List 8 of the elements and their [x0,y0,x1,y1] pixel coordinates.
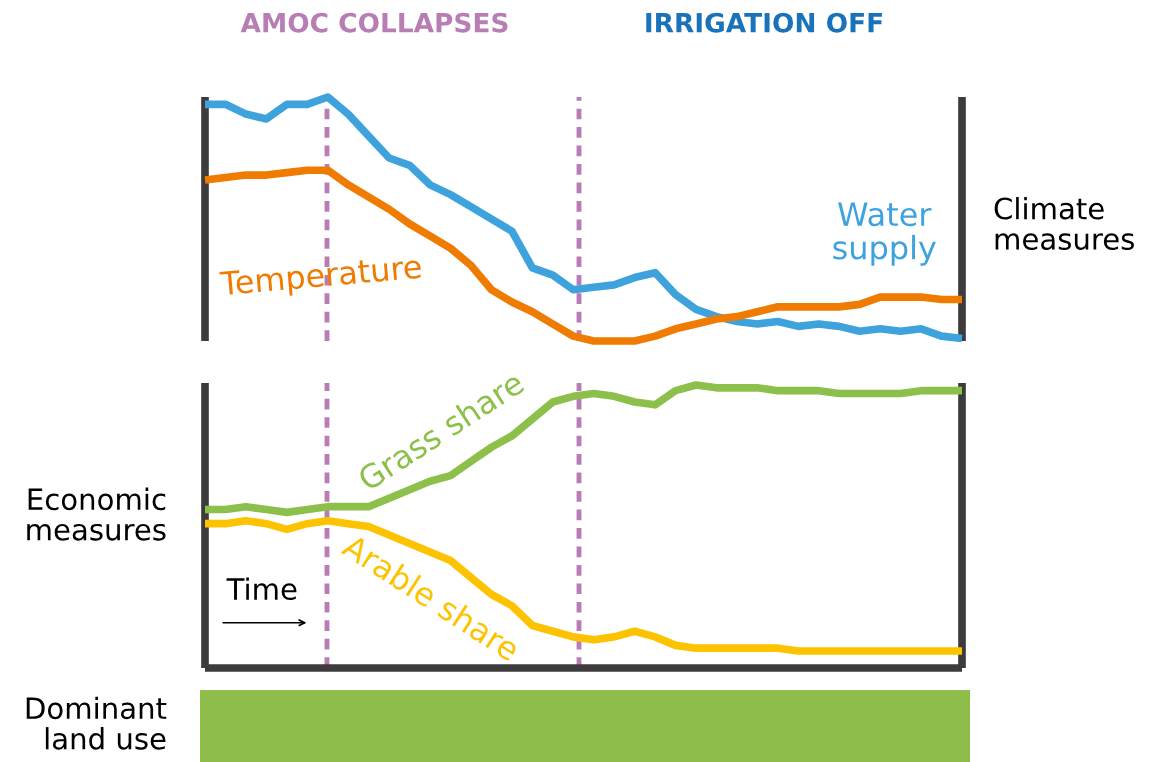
text: IRRIGATION OFF [646,12,882,33]
text: Dominant land use [26,696,167,750]
annotation: Time [226,577,297,601]
series-label: Water supply [833,202,936,266]
text: AMOC COLLAPSES [240,12,508,33]
series-label: Temperature [219,254,423,302]
y-axis-title: Climate measures [994,196,1134,250]
y-axis-title: Economic measures [27,487,166,541]
